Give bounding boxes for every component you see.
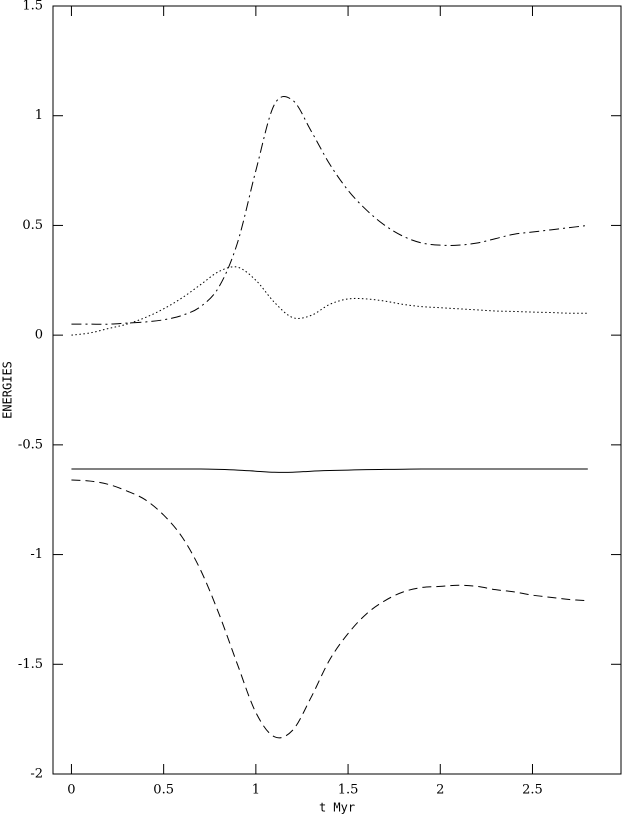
x-tick-label: 1 — [252, 783, 260, 798]
x-axis-label: t Myr — [319, 801, 355, 815]
series-line — [71, 468, 588, 473]
y-tick-label: -1 — [30, 547, 43, 562]
plot-frame — [52, 5, 622, 775]
x-tick-label: 0.5 — [153, 783, 174, 798]
y-tick-label: -0.5 — [18, 437, 43, 452]
y-tick-label: -2 — [30, 767, 43, 782]
x-tick-label: 1.5 — [338, 783, 359, 798]
series-line — [71, 96, 588, 325]
series-line — [71, 479, 588, 739]
y-tick-label: 0 — [35, 328, 43, 343]
y-tick-label: 0.5 — [22, 218, 43, 233]
series-line — [71, 266, 588, 336]
x-tick-label: 2 — [436, 783, 444, 798]
x-tick-label: 0 — [67, 783, 75, 798]
x-tick-label: 2.5 — [522, 783, 543, 798]
y-tick-label: -1.5 — [18, 657, 43, 672]
y-tick-label: 1.5 — [22, 0, 43, 14]
y-tick-label: 1 — [35, 108, 43, 123]
y-axis-label: ENERGIES — [1, 361, 15, 419]
